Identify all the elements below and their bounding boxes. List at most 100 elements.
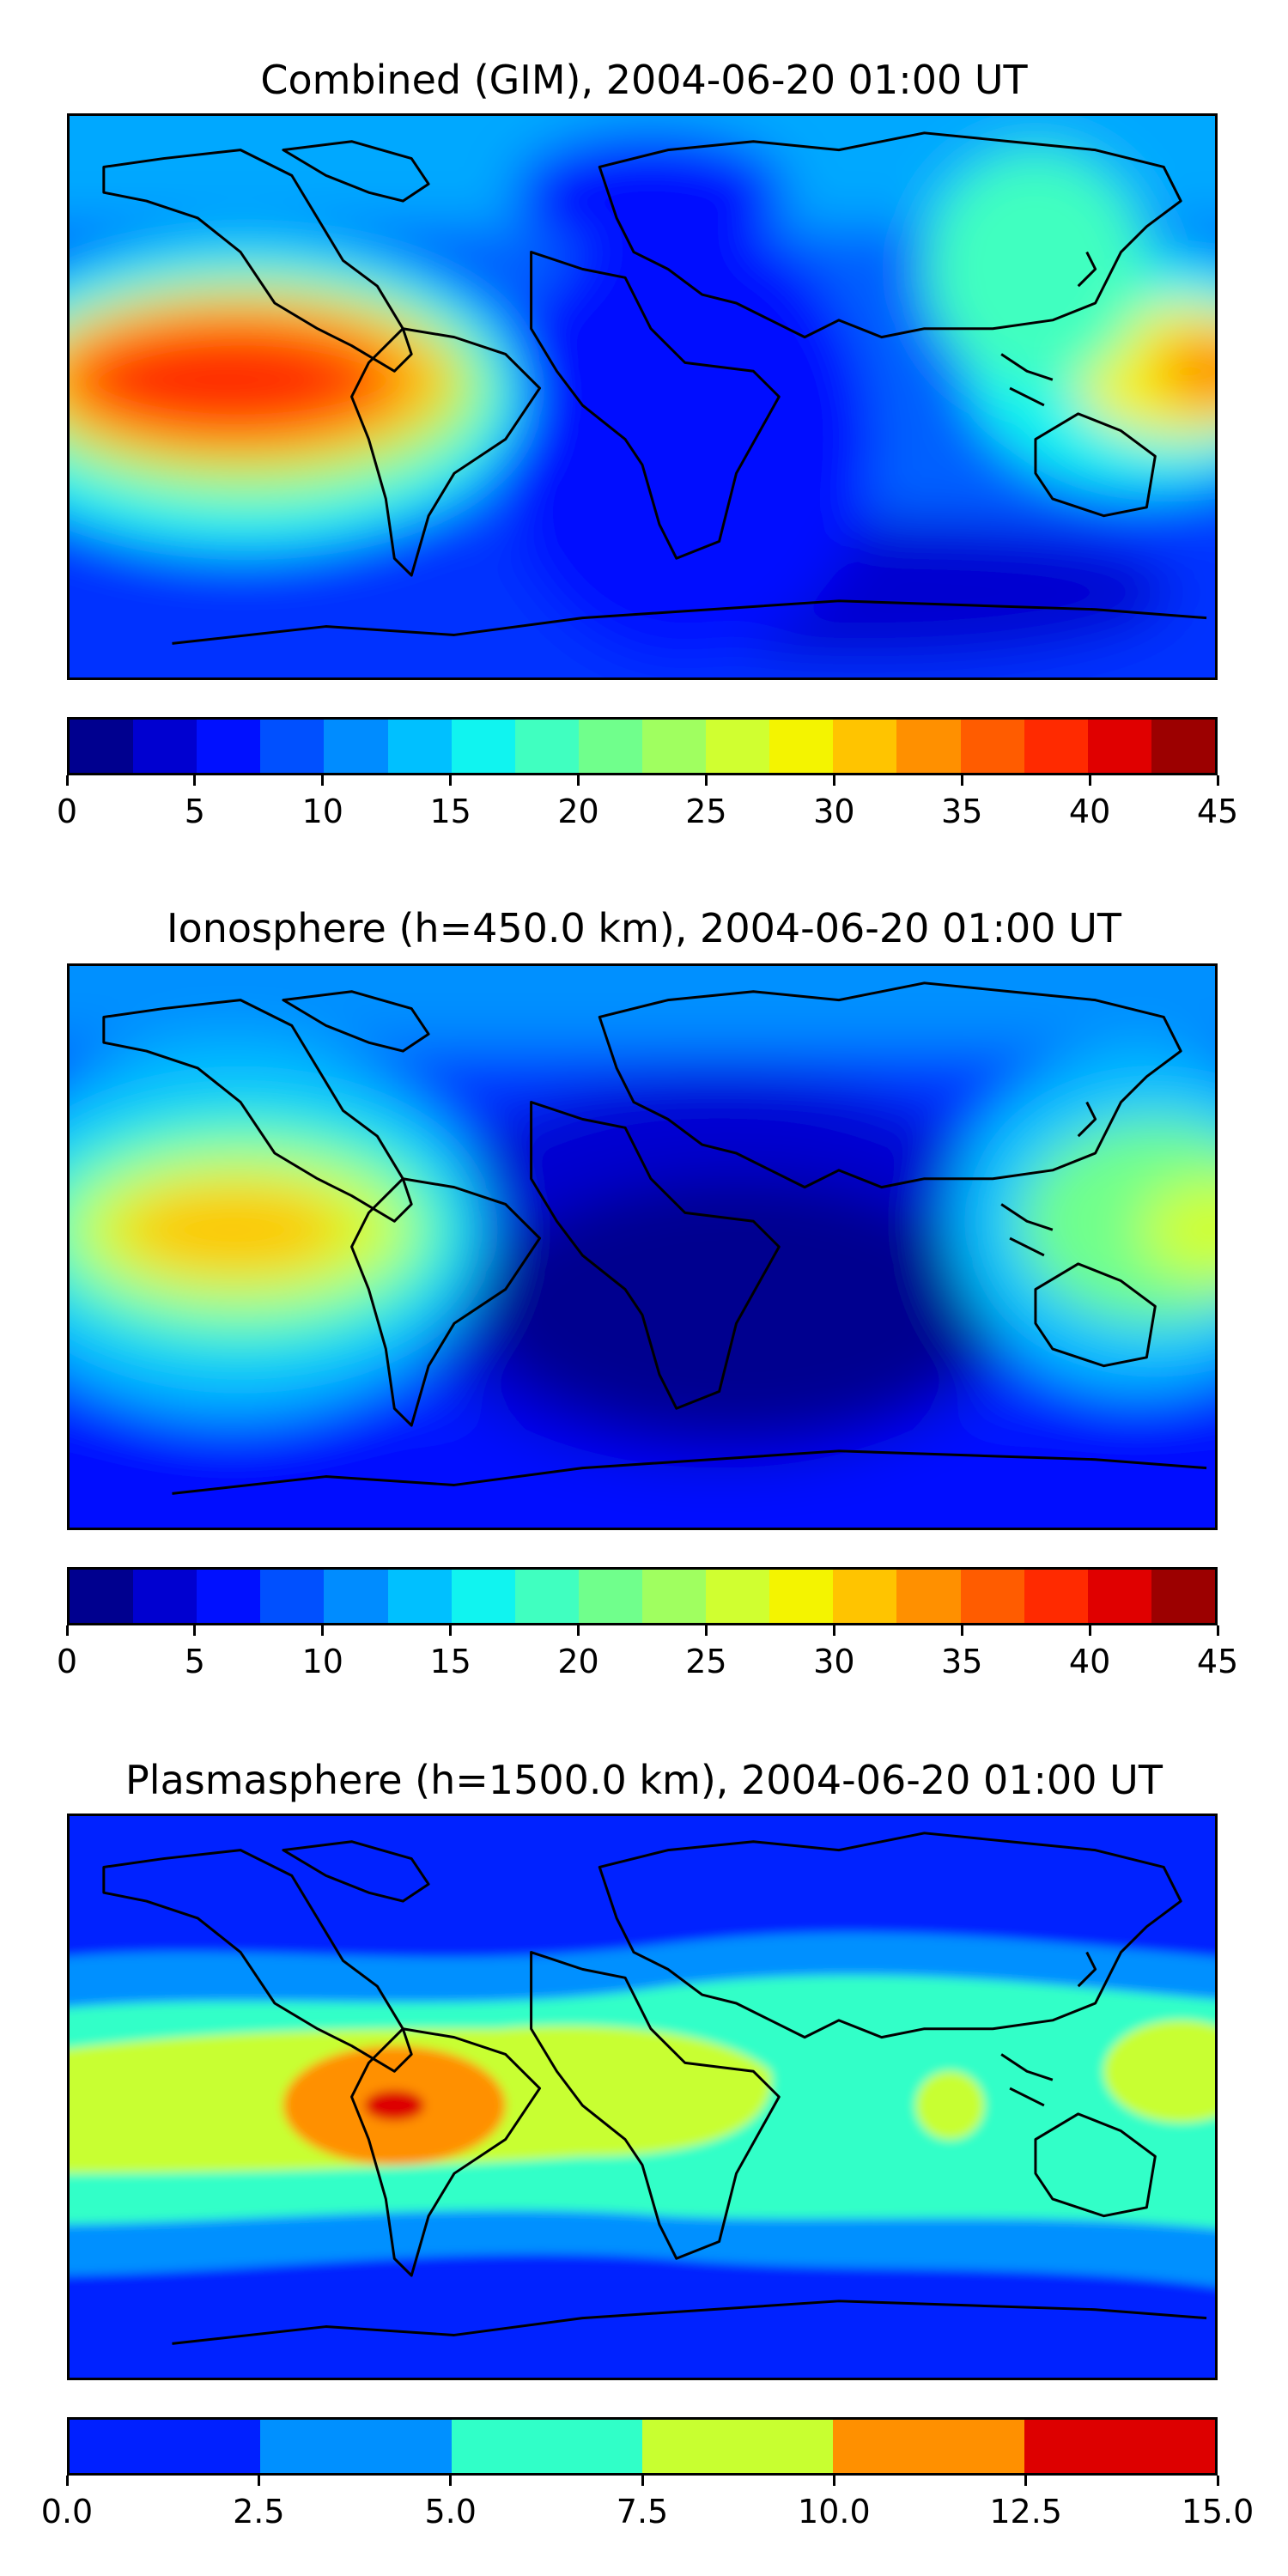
chart-title: Ionosphere (h=450.0 km), 2004-06-20 01:0… xyxy=(167,905,1121,951)
colorbar-segment xyxy=(387,720,452,773)
tick-label: 7.5 xyxy=(616,2493,669,2530)
colorbar-segment xyxy=(451,2420,642,2473)
colorbar-segment xyxy=(769,720,834,773)
tick-label: 15 xyxy=(429,1643,471,1680)
colorbar-segment xyxy=(514,1570,579,1623)
colorbar-segment xyxy=(833,2420,1024,2473)
colorbar-segment xyxy=(706,720,770,773)
map-plot xyxy=(67,113,1218,680)
map-svg xyxy=(70,1816,1215,2378)
tick-mark xyxy=(65,2476,69,2486)
colorbar-segment xyxy=(769,1570,834,1623)
tick-label: 0.0 xyxy=(40,2493,94,2530)
colorbar-segment xyxy=(960,720,1024,773)
colorbar-segment xyxy=(960,1570,1024,1623)
tick-mark xyxy=(193,1625,197,1636)
colorbar-segment xyxy=(1087,1570,1151,1623)
colorbar-segment xyxy=(324,720,388,773)
colorbar-segment xyxy=(706,1570,770,1623)
colorbar-segment xyxy=(133,720,197,773)
tick-label: 20 xyxy=(557,793,599,830)
colorbar-segment xyxy=(896,720,961,773)
tick-mark xyxy=(65,775,69,786)
colorbar-segment xyxy=(70,720,134,773)
tick-label: 25 xyxy=(685,1643,727,1680)
tick-label: 30 xyxy=(813,793,855,830)
tick-label: 40 xyxy=(1068,1643,1111,1680)
colorbar-segment xyxy=(1151,720,1215,773)
tick-label: 10.0 xyxy=(798,2493,871,2530)
tick-mark xyxy=(1088,1625,1091,1636)
colorbar-segment xyxy=(578,1570,642,1623)
tick-mark xyxy=(193,775,197,786)
colorbar-segment xyxy=(451,720,515,773)
tick-mark xyxy=(832,775,835,786)
tick-mark xyxy=(1024,2476,1028,2486)
tick-label: 0 xyxy=(56,793,78,830)
tick-mark xyxy=(704,1625,708,1636)
tick-label: 5.0 xyxy=(424,2493,477,2530)
colorbar-segment xyxy=(387,1570,452,1623)
tick-mark xyxy=(577,1625,580,1636)
map-plot xyxy=(67,1814,1218,2380)
tick-mark xyxy=(1088,775,1091,786)
tick-label: 10 xyxy=(301,1643,343,1680)
colorbar-segment xyxy=(641,2420,834,2473)
tick-mark xyxy=(1216,775,1219,786)
tick-label: 15 xyxy=(429,793,471,830)
tick-mark xyxy=(321,775,325,786)
tick-label: 12.5 xyxy=(989,2493,1062,2530)
tick-label: 40 xyxy=(1068,793,1111,830)
colorbar-ticks: 0 5 10 15 20 25 30 35 40 45 xyxy=(57,1625,1238,1680)
tick-mark xyxy=(449,2476,453,2486)
tick-mark xyxy=(960,1625,963,1636)
tick-mark xyxy=(832,2476,835,2486)
tick-label: 35 xyxy=(941,1643,983,1680)
colorbar-segment xyxy=(833,720,897,773)
tick-mark xyxy=(960,775,963,786)
colorbar-segment xyxy=(260,2420,452,2473)
colorbar-ticks: 0.0 2.5 5.0 7.5 10.0 12.5 15.0 xyxy=(41,2476,1254,2530)
colorbar-segment xyxy=(197,1570,261,1623)
colorbar-segment xyxy=(1024,2420,1215,2473)
colorbar-segment xyxy=(197,720,261,773)
tick-label: 35 xyxy=(941,793,983,830)
tick-mark xyxy=(449,1625,453,1636)
colorbar-segment xyxy=(70,1570,134,1623)
colorbar-segment xyxy=(1087,720,1151,773)
tick-label: 5 xyxy=(184,1643,205,1680)
tick-mark xyxy=(577,775,580,786)
colorbar-segment xyxy=(451,1570,515,1623)
colorbar-segment xyxy=(260,720,325,773)
colorbar xyxy=(67,2417,1218,2476)
tick-label: 10 xyxy=(301,793,343,830)
tick-mark xyxy=(1216,1625,1219,1636)
tick-label: 30 xyxy=(813,1643,855,1680)
tick-label: 45 xyxy=(1196,1643,1239,1680)
colorbar-segment xyxy=(514,720,579,773)
colorbar-segment xyxy=(324,1570,388,1623)
tick-mark xyxy=(257,2476,260,2486)
tick-mark xyxy=(449,775,453,786)
map-svg xyxy=(70,116,1215,677)
tick-label: 5 xyxy=(184,793,205,830)
colorbar-segment xyxy=(896,1570,961,1623)
colorbar-segment xyxy=(641,1570,707,1623)
tick-mark xyxy=(321,1625,325,1636)
tick-mark xyxy=(1216,2476,1219,2486)
chart-title: Combined (GIM), 2004-06-20 01:00 UT xyxy=(260,57,1028,103)
colorbar-segment xyxy=(1024,720,1088,773)
tick-label: 20 xyxy=(557,1643,599,1680)
tick-mark xyxy=(832,1625,835,1636)
tick-label: 15.0 xyxy=(1181,2493,1255,2530)
colorbar-segment xyxy=(833,1570,897,1623)
chart-title: Plasmasphere (h=1500.0 km), 2004-06-20 0… xyxy=(125,1757,1163,1803)
tick-label: 25 xyxy=(685,793,727,830)
map-svg xyxy=(70,966,1215,1528)
colorbar-segment xyxy=(133,1570,197,1623)
tick-label: 45 xyxy=(1196,793,1239,830)
map-plot xyxy=(67,963,1218,1530)
colorbar-ticks: 0 5 10 15 20 25 30 35 40 45 xyxy=(57,775,1238,830)
colorbar xyxy=(67,717,1218,775)
colorbar-segment xyxy=(578,720,642,773)
